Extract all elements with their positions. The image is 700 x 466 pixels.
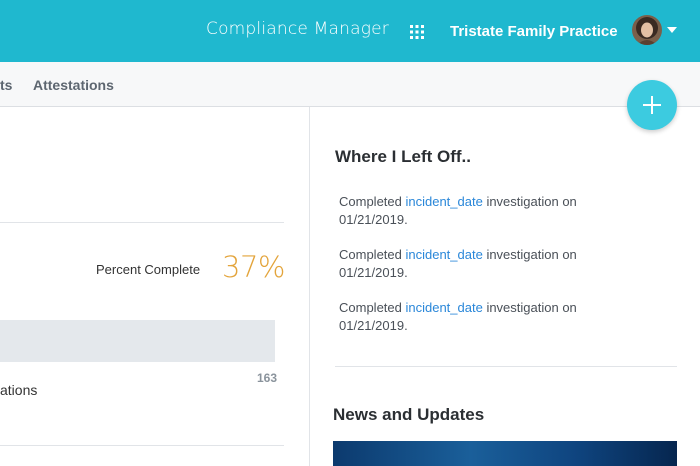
activity-link[interactable]: incident_date (405, 194, 483, 209)
activity-text: investigation on 01/21/2019. (339, 247, 577, 280)
app-title: Compliance Manager (206, 19, 389, 39)
activity-item: Completed incident_date investigation on… (339, 193, 619, 229)
activity-text: Completed (339, 194, 406, 209)
item-count: 163 (257, 371, 278, 385)
where-left-off-title: Where I Left Off.. (335, 147, 471, 166)
activity-text: investigation on 01/21/2019. (339, 194, 577, 227)
progress-bar (0, 320, 275, 362)
percent-complete-value: 37% (222, 250, 285, 284)
user-avatar[interactable] (632, 15, 662, 45)
divider (0, 445, 284, 446)
sub-navigation: ts Attestations (0, 62, 700, 107)
plus-icon (643, 96, 661, 114)
percent-complete-label: Percent Complete (96, 262, 201, 277)
panel-divider (309, 107, 310, 466)
activity-link[interactable]: incident_date (405, 300, 483, 315)
top-bar: Compliance Manager Tristate Family Pract… (0, 0, 700, 62)
apps-grid-icon[interactable] (410, 25, 424, 39)
activity-link[interactable]: incident_date (405, 247, 483, 262)
news-image[interactable] (333, 441, 677, 466)
divider (335, 366, 677, 367)
divider (0, 222, 284, 223)
row-label: ations (0, 382, 38, 398)
activity-text: investigation on 01/21/2019. (339, 300, 577, 333)
add-button[interactable] (627, 80, 677, 130)
practice-selector[interactable]: Tristate Family Practice (450, 23, 618, 40)
tab-attestations[interactable]: Attestations (33, 77, 114, 93)
tab-partial[interactable]: ts (0, 77, 13, 93)
chevron-down-icon[interactable] (667, 27, 677, 33)
activity-text: Completed (339, 247, 406, 262)
activity-item: Completed incident_date investigation on… (339, 246, 619, 282)
news-title: News and Updates (333, 405, 485, 424)
activity-text: Completed (339, 300, 406, 315)
activity-item: Completed incident_date investigation on… (339, 299, 619, 335)
